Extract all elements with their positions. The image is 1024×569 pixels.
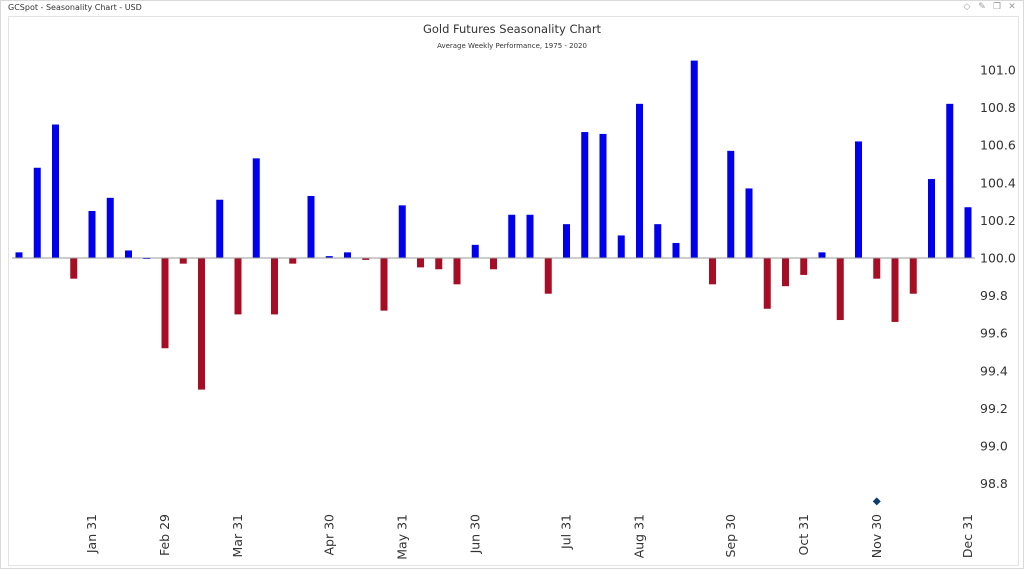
window-title: GCSpot - Seasonality Chart - USD bbox=[8, 3, 142, 12]
bar-week-21[interactable] bbox=[380, 258, 388, 311]
x-axis: Jan 31 Feb 29 Mar 31 Apr 30 May 31 Jun 30 Jul … bbox=[84, 514, 975, 560]
bar-week-6[interactable] bbox=[106, 197, 114, 258]
bar-week-26[interactable] bbox=[471, 244, 479, 258]
bar-week-13[interactable] bbox=[234, 258, 242, 315]
y-tick-label: 99.0 bbox=[980, 439, 1008, 454]
bar-week-7[interactable] bbox=[125, 250, 132, 258]
bar-week-47[interactable] bbox=[855, 141, 862, 258]
bar-week-14[interactable] bbox=[252, 158, 260, 258]
bar-week-33[interactable] bbox=[599, 133, 607, 258]
bar-week-45[interactable] bbox=[818, 252, 826, 258]
marker-layer bbox=[872, 497, 881, 506]
x-tick-label: Jan 31 bbox=[84, 514, 99, 554]
y-tick-label: 99.4 bbox=[980, 363, 1008, 378]
bar-week-16[interactable] bbox=[289, 258, 297, 264]
bar-week-29[interactable] bbox=[526, 214, 534, 258]
x-tick-label: Feb 29 bbox=[157, 514, 172, 556]
bar-week-53[interactable] bbox=[964, 207, 972, 258]
bar-week-11[interactable] bbox=[198, 258, 205, 390]
bar-week-40[interactable] bbox=[727, 150, 735, 258]
y-axis: 98.8 99.0 99.2 99.4 99.6 99.8 100.0 100.2 100.4 1… bbox=[980, 63, 1016, 492]
bar-week-41[interactable] bbox=[745, 188, 753, 258]
x-tick-label: May 31 bbox=[394, 514, 409, 560]
bar-week-46[interactable] bbox=[836, 258, 844, 321]
bar-week-27[interactable] bbox=[490, 258, 497, 270]
bar-week-22[interactable] bbox=[398, 205, 406, 258]
diamond-icon[interactable]: ◇ bbox=[963, 2, 971, 12]
pin-icon[interactable]: ✎ bbox=[978, 2, 986, 12]
chart-subtitle: Average Weekly Performance, 1975 - 2020 bbox=[437, 42, 587, 50]
x-tick-label: Jun 30 bbox=[467, 514, 482, 554]
bar-week-2[interactable] bbox=[33, 167, 41, 258]
y-tick-label: 99.6 bbox=[980, 326, 1008, 341]
bar-week-39[interactable] bbox=[709, 258, 716, 285]
bar-week-43[interactable] bbox=[782, 258, 789, 287]
x-tick-label: Apr 30 bbox=[321, 514, 336, 556]
x-tick-label: Sep 30 bbox=[723, 514, 738, 557]
y-tick-label: 99.8 bbox=[980, 288, 1008, 303]
x-tick-label: Mar 31 bbox=[230, 514, 245, 557]
y-tick-label: 100.8 bbox=[980, 100, 1016, 115]
bar-week-28[interactable] bbox=[508, 214, 516, 258]
bar-week-1[interactable] bbox=[15, 252, 23, 258]
bar-week-3[interactable] bbox=[52, 124, 59, 259]
restore-icon[interactable]: ❐ bbox=[992, 2, 1002, 12]
bar-week-25[interactable] bbox=[453, 258, 461, 285]
window-controls: ◇ ✎ ❐ ✕ bbox=[962, 2, 1017, 14]
bar-week-51[interactable] bbox=[928, 179, 935, 258]
bar-week-20[interactable] bbox=[362, 258, 370, 260]
bar-week-31[interactable] bbox=[563, 224, 570, 258]
x-tick-label: Dec 31 bbox=[960, 514, 975, 558]
plot-frame bbox=[8, 16, 1019, 566]
y-tick-label: 100.4 bbox=[980, 175, 1016, 190]
bar-week-9[interactable] bbox=[161, 258, 169, 349]
x-tick-label: Aug 31 bbox=[632, 514, 647, 558]
y-tick-label: 98.8 bbox=[980, 476, 1008, 491]
bar-week-42[interactable] bbox=[763, 258, 771, 309]
y-tick-label: 101.0 bbox=[980, 63, 1016, 78]
bar-week-24[interactable] bbox=[435, 258, 443, 270]
y-tick-label: 99.2 bbox=[980, 401, 1008, 416]
bar-week-44[interactable] bbox=[800, 258, 808, 275]
bar-week-4[interactable] bbox=[70, 258, 78, 279]
bar-week-35[interactable] bbox=[636, 103, 643, 258]
bar-week-32[interactable] bbox=[581, 132, 589, 258]
chart-title: Gold Futures Seasonality Chart bbox=[423, 22, 602, 36]
bar-week-37[interactable] bbox=[672, 242, 680, 258]
bar-week-38[interactable] bbox=[690, 60, 698, 258]
x-tick-label: Oct 31 bbox=[796, 514, 811, 556]
bar-week-52[interactable] bbox=[946, 103, 954, 258]
window-titlebar[interactable]: GCSpot - Seasonality Chart - USD ◇ ✎ ❐ ✕ bbox=[1, 1, 1023, 15]
bar-week-18[interactable] bbox=[325, 256, 333, 258]
bar-week-48[interactable] bbox=[873, 258, 881, 279]
y-tick-label: 100.0 bbox=[980, 251, 1016, 266]
close-icon[interactable]: ✕ bbox=[1008, 2, 1016, 12]
y-tick-label: 100.6 bbox=[980, 138, 1016, 153]
bar-series bbox=[15, 60, 972, 390]
bar-week-23[interactable] bbox=[417, 258, 424, 268]
bar-week-49[interactable] bbox=[891, 258, 899, 322]
bar-week-34[interactable] bbox=[617, 235, 625, 258]
current-week-marker bbox=[872, 497, 881, 506]
bar-week-36[interactable] bbox=[654, 224, 662, 258]
bar-week-30[interactable] bbox=[544, 258, 552, 294]
y-tick-label: 100.2 bbox=[980, 213, 1016, 228]
bar-week-17[interactable] bbox=[307, 195, 315, 258]
bar-week-12[interactable] bbox=[216, 199, 224, 258]
bar-week-50[interactable] bbox=[909, 258, 917, 294]
bar-week-10[interactable] bbox=[179, 258, 187, 264]
bar-week-19[interactable] bbox=[344, 252, 351, 258]
bar-week-5[interactable] bbox=[88, 211, 96, 258]
x-tick-label: Jul 31 bbox=[559, 514, 574, 550]
x-tick-label: Nov 30 bbox=[869, 514, 884, 558]
bar-week-15[interactable] bbox=[271, 258, 278, 315]
